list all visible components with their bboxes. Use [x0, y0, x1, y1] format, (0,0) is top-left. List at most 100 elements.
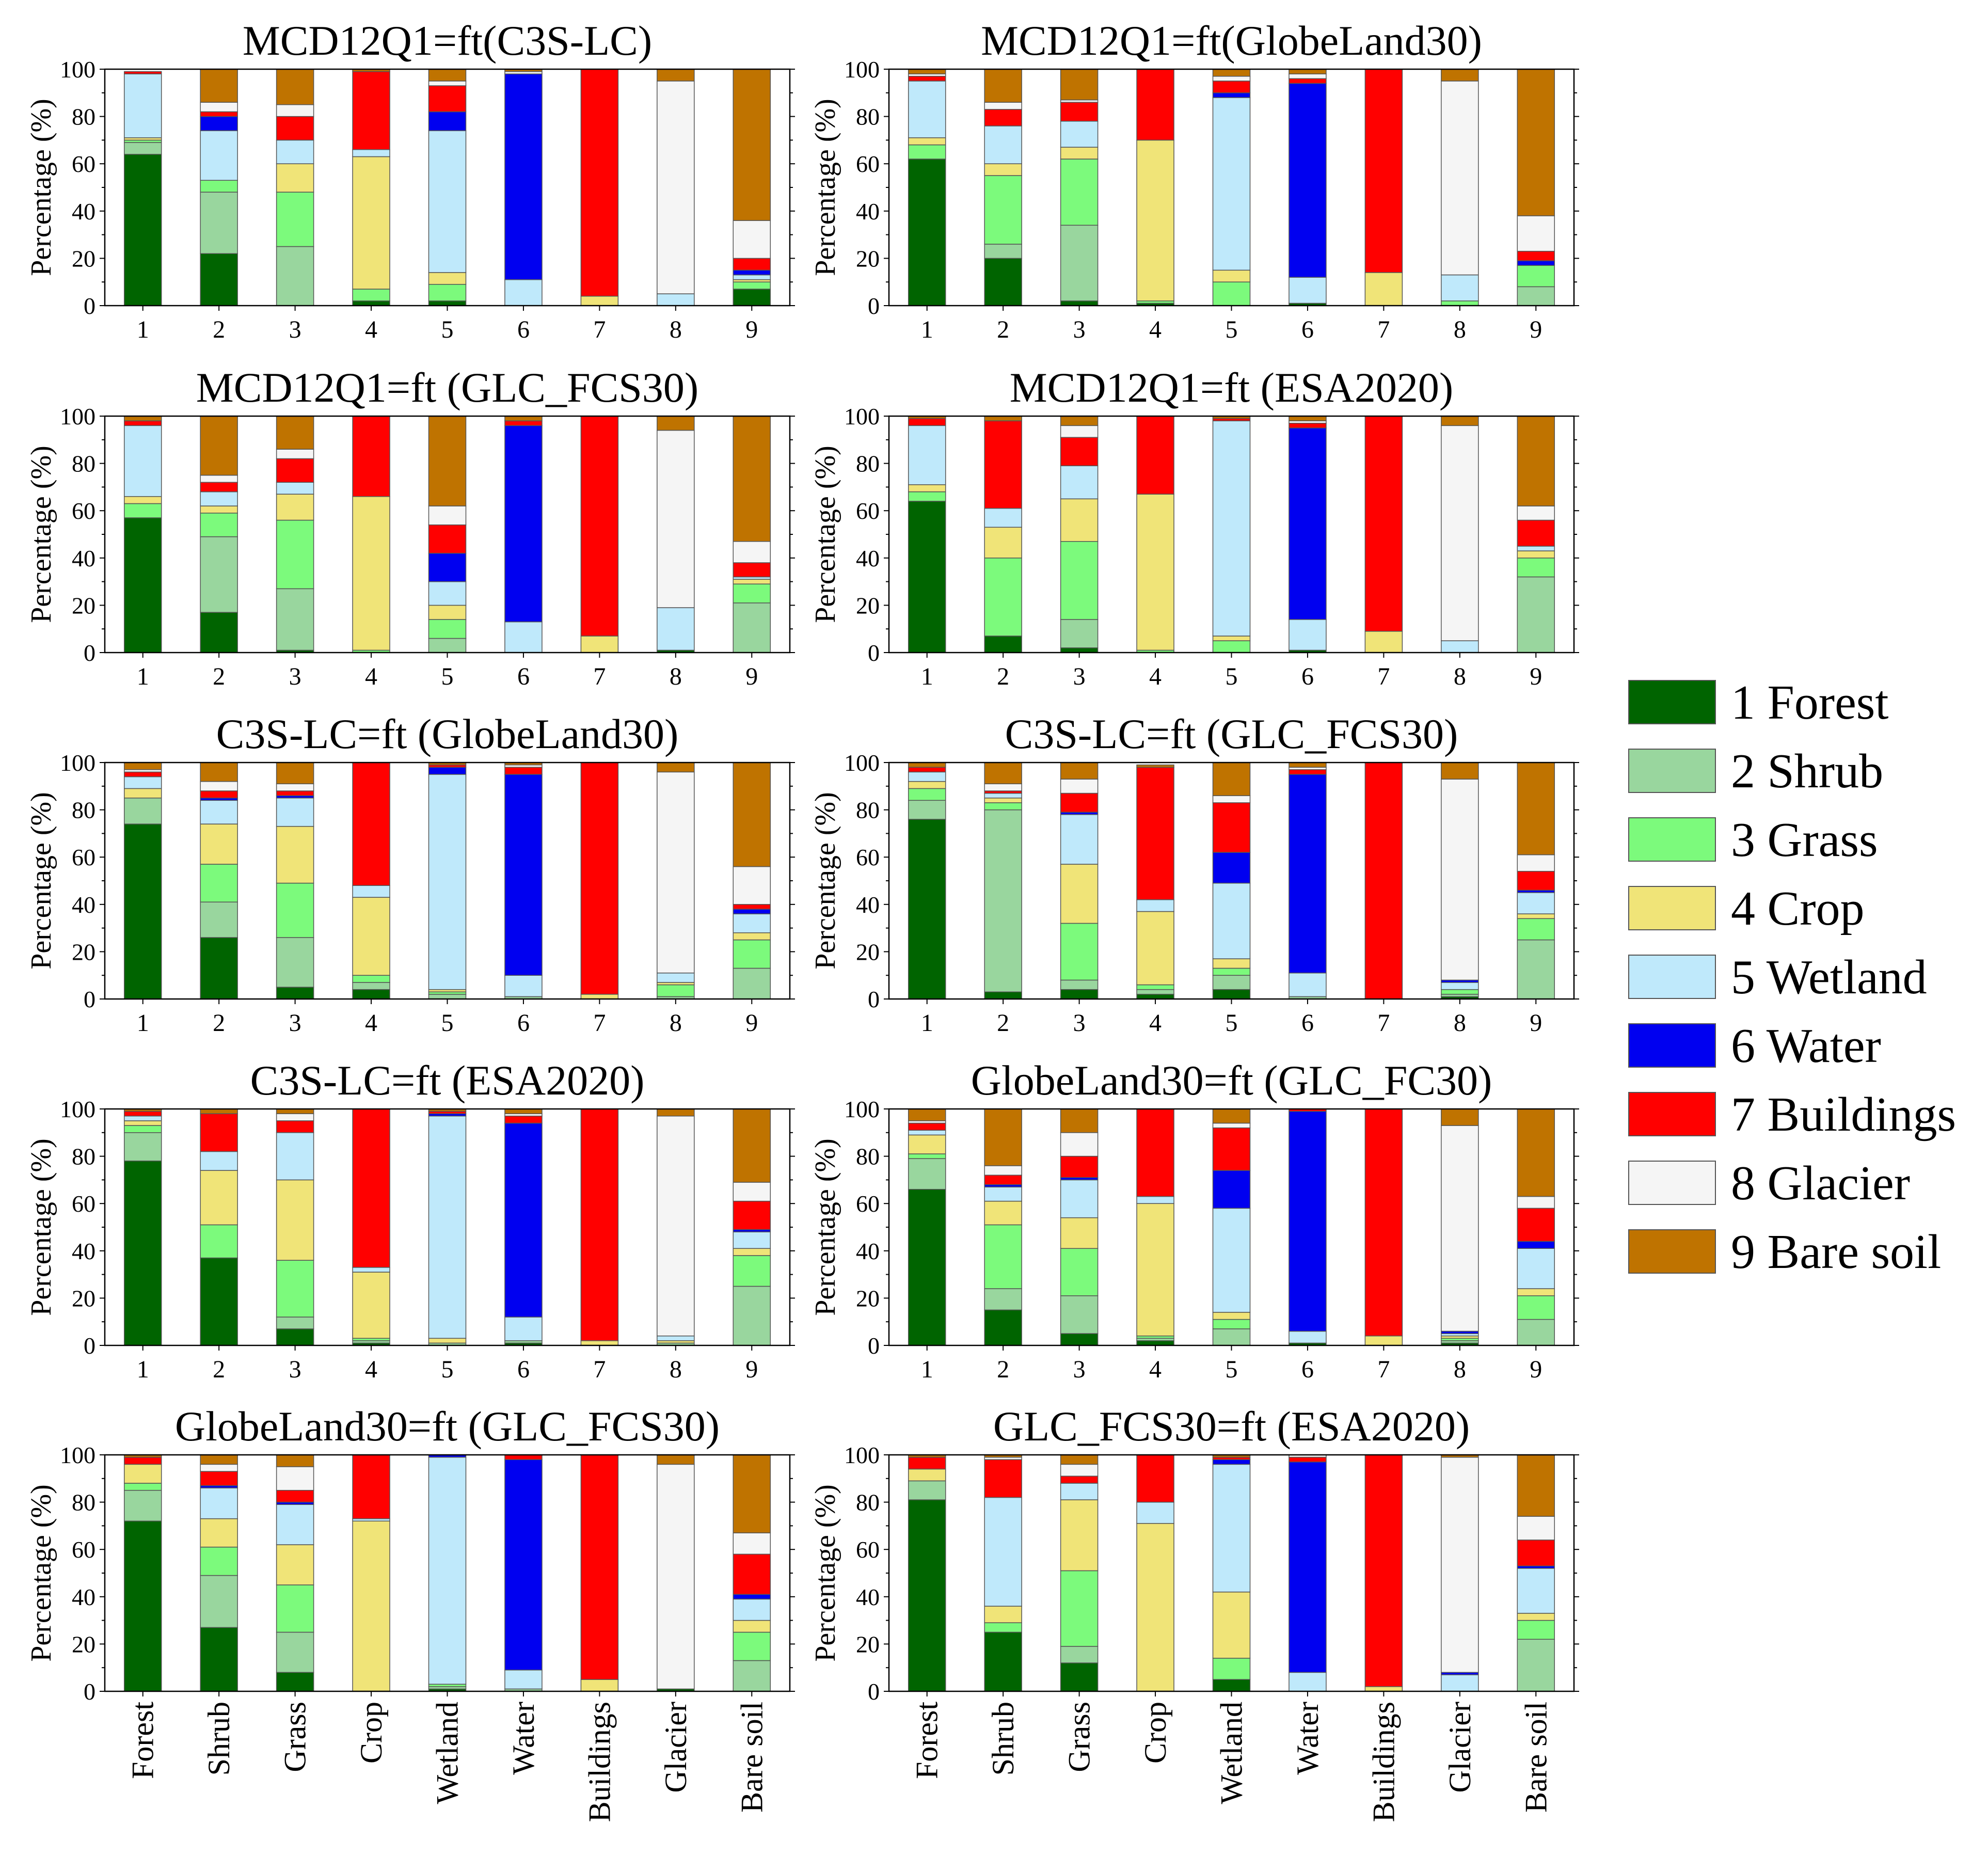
bar-segment — [200, 513, 238, 537]
bar-segment — [984, 636, 1022, 653]
bar-segment — [1060, 1662, 1099, 1692]
y-tick-label: 20 — [72, 245, 96, 272]
bar-segment — [123, 425, 162, 497]
bar-segment — [580, 1454, 619, 1680]
x-tick-label: 9 — [745, 1356, 758, 1383]
bar-segment — [1060, 1295, 1099, 1334]
bar-segment — [1060, 158, 1099, 226]
bar-segment — [1212, 69, 1251, 77]
legend-label: 8 Glacier — [1731, 1156, 1910, 1210]
bar-segment — [1441, 989, 1479, 995]
bar-segment — [1060, 1333, 1099, 1346]
x-tick-label: 1 — [921, 663, 933, 690]
bar-segment — [1060, 425, 1099, 438]
bar-segment — [1212, 281, 1251, 306]
bar-segment — [657, 1115, 695, 1337]
x-category-label: Water — [506, 1702, 540, 1775]
bar-segment — [733, 258, 771, 271]
bar-segment — [984, 258, 1022, 306]
bar-segment — [984, 1186, 1022, 1202]
bar-segment — [1060, 864, 1099, 924]
bar-segment — [1441, 1456, 1479, 1673]
bar-segment — [504, 1316, 543, 1341]
y-axis-label: Percentage (%) — [809, 1484, 841, 1662]
bar-segment — [908, 425, 946, 485]
y-tick-label: 80 — [72, 797, 96, 823]
bar-segment — [733, 1598, 771, 1621]
x-tick-label: 4 — [1149, 1009, 1162, 1037]
x-tick-label: 2 — [997, 1009, 1009, 1037]
bar-segment — [428, 767, 467, 775]
bar-segment — [1517, 215, 1555, 252]
bar-segment — [733, 281, 771, 290]
bar-segment — [657, 771, 695, 974]
bar-segment — [1517, 1196, 1555, 1209]
x-category-label: Buildings — [1366, 1702, 1401, 1822]
bar-segment — [1517, 1613, 1555, 1621]
bar-segment — [908, 1480, 946, 1500]
x-tick-label: 1 — [137, 663, 149, 690]
bar-segment — [200, 1224, 238, 1259]
bar-segment — [276, 246, 314, 306]
bar-segment — [1289, 1456, 1327, 1463]
x-tick-label: 2 — [997, 1356, 1009, 1383]
bar-segment — [276, 192, 314, 247]
bar-segment — [1060, 465, 1099, 500]
bar-segment — [1364, 69, 1403, 273]
bar-segment — [123, 1464, 162, 1484]
y-tick-label: 0 — [868, 640, 880, 666]
bar-segment — [1517, 550, 1555, 559]
bar-segment — [657, 293, 695, 306]
bar-segment — [1517, 1288, 1555, 1296]
bar-segment — [1060, 225, 1099, 302]
bar-segment — [352, 149, 390, 157]
x-tick-label: 5 — [1226, 1009, 1238, 1037]
bar-segment — [908, 762, 946, 768]
legend-swatch — [1628, 680, 1716, 724]
bar-segment — [200, 491, 238, 506]
y-tick-label: 100 — [60, 1096, 96, 1122]
legend-label: 2 Shrub — [1731, 744, 1883, 798]
y-tick-label: 60 — [72, 151, 96, 177]
bar-segment — [1289, 769, 1327, 775]
y-tick-label: 60 — [856, 844, 880, 870]
bar-segment — [123, 496, 162, 504]
bar-segment — [984, 1622, 1022, 1633]
bar-segment — [984, 1497, 1022, 1607]
x-tick-label: 3 — [289, 316, 301, 343]
x-tick-label: 1 — [921, 1009, 933, 1037]
bar-segment — [1212, 975, 1251, 990]
bar-segment — [908, 771, 946, 782]
bar-segment — [1136, 494, 1174, 651]
bar-segment — [428, 619, 467, 639]
bar-segment — [200, 1575, 238, 1628]
bar-segment — [123, 154, 162, 306]
bar-segment — [1136, 69, 1174, 141]
bar-segment — [984, 102, 1022, 110]
y-tick-label: 80 — [72, 1144, 96, 1170]
bar-segment — [276, 1179, 314, 1261]
bar-segment — [580, 69, 619, 297]
x-tick-label: 4 — [365, 316, 377, 343]
bar-segment — [276, 1454, 314, 1467]
bar-segment — [276, 1584, 314, 1633]
bar-segment — [1441, 300, 1479, 306]
bar-segment — [984, 1108, 1022, 1166]
bar-segment — [276, 1132, 314, 1181]
bar-segment — [504, 975, 543, 997]
bar-segment — [123, 503, 162, 518]
bar-segment — [276, 69, 314, 105]
bar-segment — [200, 823, 238, 865]
bar-segment — [428, 69, 467, 82]
bar-segment — [123, 1120, 162, 1126]
bar-segment — [1212, 795, 1251, 803]
bar-segment — [1441, 274, 1479, 302]
bar-segment — [1060, 102, 1099, 122]
bar-segment — [1364, 1454, 1403, 1687]
bar-segment — [733, 1594, 771, 1600]
x-tick-label: 2 — [213, 316, 225, 343]
bar-segment — [352, 1520, 390, 1692]
bar-segment — [908, 1108, 946, 1121]
bar-segment — [733, 1255, 771, 1287]
bar-segment — [504, 1459, 543, 1671]
